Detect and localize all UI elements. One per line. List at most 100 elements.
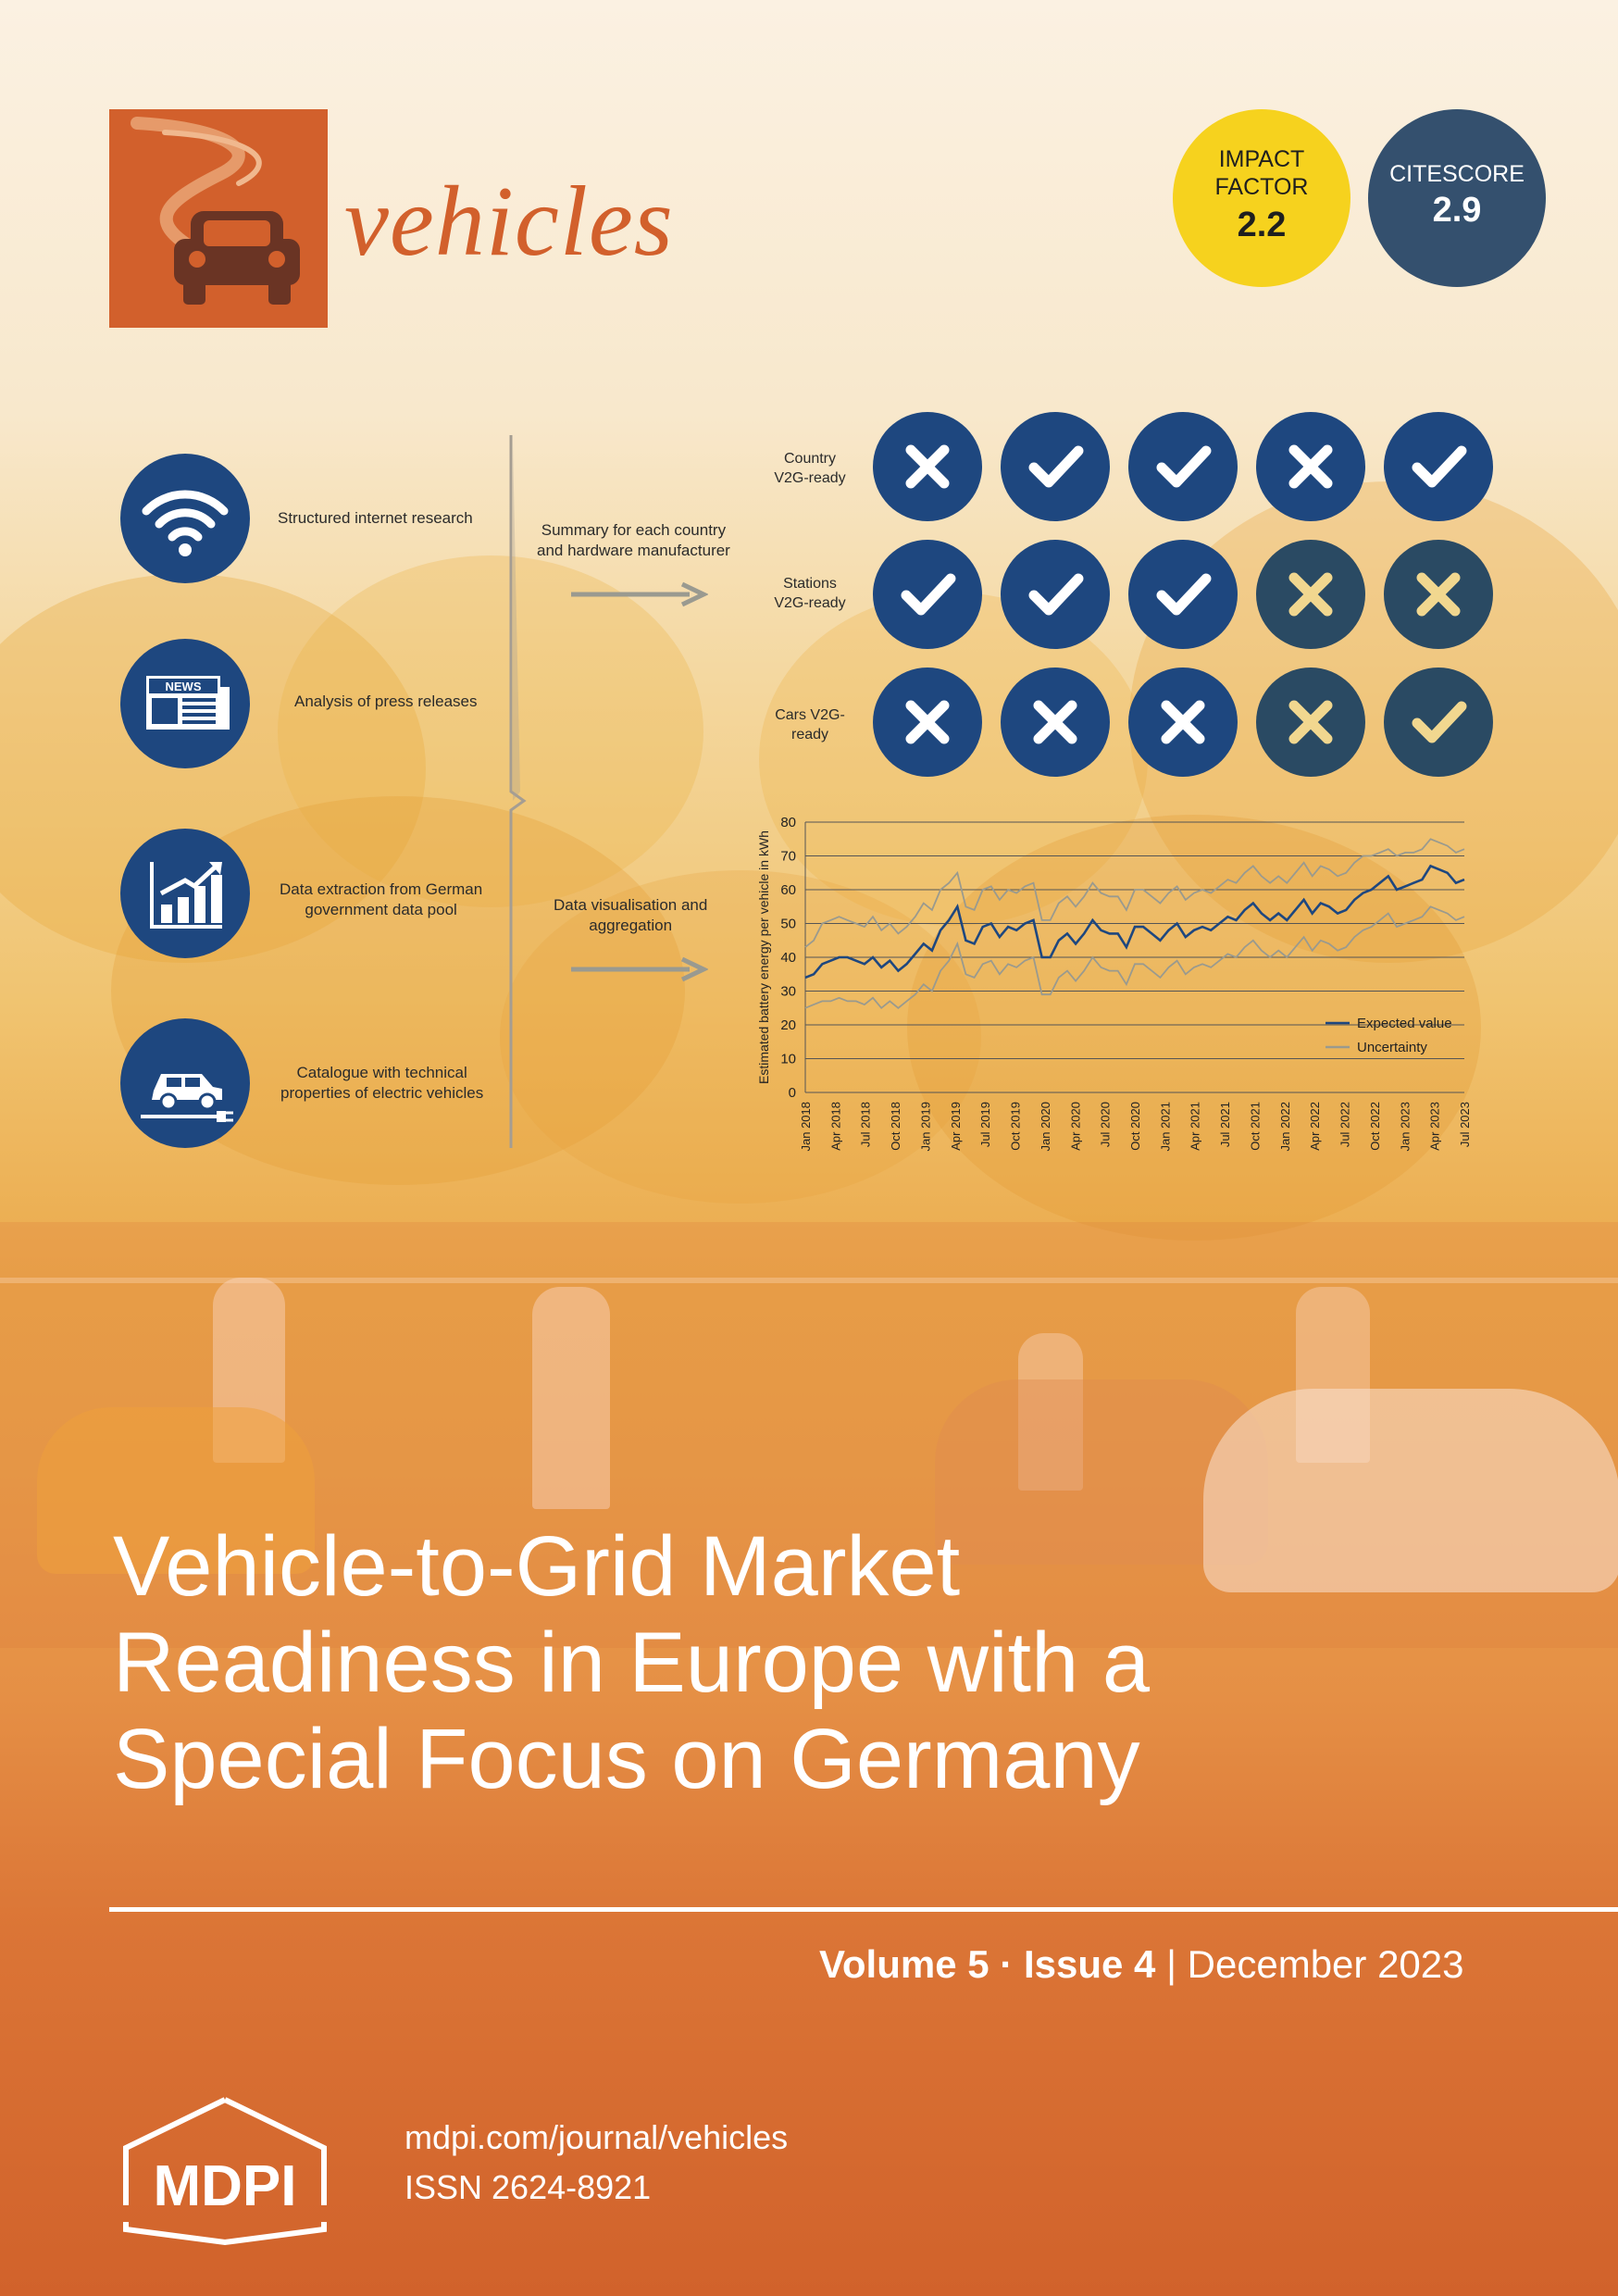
x-tick-label: Apr 2018: [828, 1102, 842, 1151]
x-tick-label: Oct 2022: [1368, 1102, 1382, 1151]
date: December 2023: [1187, 1942, 1464, 1986]
wifi-icon: [120, 454, 250, 583]
cross-mark-icon: [873, 668, 982, 777]
newspaper-icon: NEWS: [120, 639, 250, 768]
x-tick-label: Apr 2023: [1428, 1102, 1442, 1151]
x-tick-label: Jan 2018: [799, 1102, 813, 1152]
x-tick-label: Jan 2023: [1398, 1102, 1412, 1152]
bar-chart-growth-icon: [120, 829, 250, 958]
x-tick-label: Apr 2022: [1308, 1102, 1322, 1151]
car-left: [37, 1407, 315, 1574]
title-rule: [109, 1907, 1618, 1912]
check-mark-icon: [1128, 412, 1238, 521]
x-tick-label: Apr 2019: [949, 1102, 963, 1151]
mdpi-logo: MDPI: [123, 2097, 327, 2246]
background-charging-scene: [0, 1222, 1618, 1648]
y-tick-label: 70: [780, 849, 796, 865]
y-tick-label: 50: [780, 917, 796, 932]
x-tick-label: Jul 2018: [859, 1102, 873, 1147]
cross-mark-icon: [1256, 540, 1365, 649]
method-label-internet-research: Structured internet research: [278, 509, 473, 527]
x-tick-label: Jan 2020: [1039, 1102, 1052, 1152]
x-tick-label: Jul 2020: [1099, 1102, 1113, 1147]
arrow-right-icon: [571, 581, 708, 607]
car-road-icon: [131, 117, 300, 305]
charging-station: [532, 1287, 610, 1509]
charging-station: [1018, 1333, 1083, 1491]
electric-car-icon: [120, 1018, 250, 1148]
volume: Volume 5: [819, 1942, 989, 1986]
citescore-value: 2.9: [1432, 191, 1482, 230]
citescore-badge: CITESCORE 2.9: [1368, 109, 1546, 287]
y-tick-label: 20: [780, 1017, 796, 1033]
date-separator: |: [1166, 1942, 1176, 1986]
x-tick-label: Jan 2022: [1278, 1102, 1292, 1152]
x-tick-label: Apr 2020: [1068, 1102, 1082, 1151]
check-mark-icon: [1001, 540, 1110, 649]
issn: ISSN 2624-8921: [404, 2168, 652, 2206]
cross-mark-icon: [1256, 668, 1365, 777]
citescore-label: CITESCORE: [1389, 161, 1525, 187]
x-tick-label: Jan 2019: [918, 1102, 932, 1152]
row-label-stations: Stations V2G-ready: [774, 576, 846, 611]
visualisation-label: Data visualisation and aggregation: [554, 896, 708, 934]
y-tick-label: 10: [780, 1052, 796, 1067]
x-tick-label: Oct 2021: [1248, 1102, 1262, 1151]
series-line: [804, 905, 1465, 1010]
impact-factor-label-line1: IMPACT: [1218, 146, 1305, 172]
y-tick-label: 60: [780, 882, 796, 898]
bracket-divider: [509, 435, 527, 1148]
journal-url[interactable]: mdpi.com/journal/vehicles: [404, 2118, 789, 2156]
method-label-vehicle-catalogue: Catalogue with technical properties of el…: [280, 1064, 484, 1102]
check-mark-icon: [1001, 412, 1110, 521]
x-tick-label: Jul 2019: [978, 1102, 992, 1147]
row-label-cars: Cars V2G-ready: [775, 707, 845, 742]
method-label-government-data: Data extraction from German government da…: [280, 880, 483, 918]
battery-energy-chart: 0 10 20 30 40 50 60 70 80 Jan 2018 Apr 2018 Jul 201…: [756, 815, 1472, 1152]
issue-separator: ·: [1000, 1942, 1014, 1986]
x-tick-label: Oct 2018: [889, 1102, 902, 1151]
arrow-right-icon: [571, 956, 708, 982]
impact-factor-value: 2.2: [1237, 206, 1287, 244]
x-tick-label: Jan 2021: [1158, 1102, 1172, 1152]
y-tick-label: 80: [780, 815, 796, 830]
series-line: [804, 864, 1465, 980]
title-line-3: Special Focus on Germany: [113, 1712, 1140, 1806]
issue-info: Volume 5 · Issue 4 | December 2023: [819, 1942, 1464, 1987]
cross-mark-icon: [1001, 668, 1110, 777]
x-tick-label: Jul 2021: [1218, 1102, 1232, 1147]
journal-logo: [109, 109, 328, 328]
x-tick-label: Apr 2021: [1189, 1102, 1202, 1151]
row-label-country: Country V2G-ready: [774, 451, 846, 486]
check-mark-icon: [1384, 668, 1493, 777]
car-right: [1203, 1389, 1618, 1592]
x-tick-label: Jul 2023: [1458, 1102, 1472, 1147]
cross-mark-icon: [1384, 540, 1493, 649]
y-tick-label: 0: [789, 1085, 796, 1101]
y-tick-label: 40: [780, 950, 796, 966]
x-tick-label: Jul 2022: [1338, 1102, 1352, 1147]
check-mark-icon: [1384, 412, 1493, 521]
impact-factor-badge: IMPACT FACTOR 2.2: [1173, 109, 1350, 287]
title-line-2: Readiness in Europe with a: [113, 1616, 1150, 1710]
x-tick-label: Oct 2019: [1009, 1102, 1023, 1151]
y-axis-label: Estimated battery energy per vehicle in …: [756, 830, 771, 1084]
cross-mark-icon: [873, 412, 982, 521]
series-line: [804, 838, 1465, 948]
y-tick-label: 30: [780, 984, 796, 1000]
check-mark-icon: [873, 540, 982, 649]
issue: Issue 4: [1023, 1942, 1156, 1986]
cross-mark-icon: [1256, 412, 1365, 521]
impact-factor-label-line2: FACTOR: [1214, 174, 1309, 200]
check-mark-icon: [1128, 540, 1238, 649]
cross-mark-icon: [1128, 668, 1238, 777]
method-label-press-releases: Analysis of press releases: [294, 693, 478, 710]
title-line-1: Vehicle-to-Grid Market: [113, 1519, 961, 1614]
summary-label: Summary for each country and hardware man…: [537, 521, 730, 559]
news-icon-text: NEWS: [166, 680, 202, 693]
legend-label: Expected value: [1357, 1016, 1452, 1031]
mdpi-wordmark: MDPI: [154, 2154, 297, 2218]
legend-label: Uncertainty: [1357, 1040, 1427, 1055]
journal-name: vehicles: [344, 167, 674, 277]
